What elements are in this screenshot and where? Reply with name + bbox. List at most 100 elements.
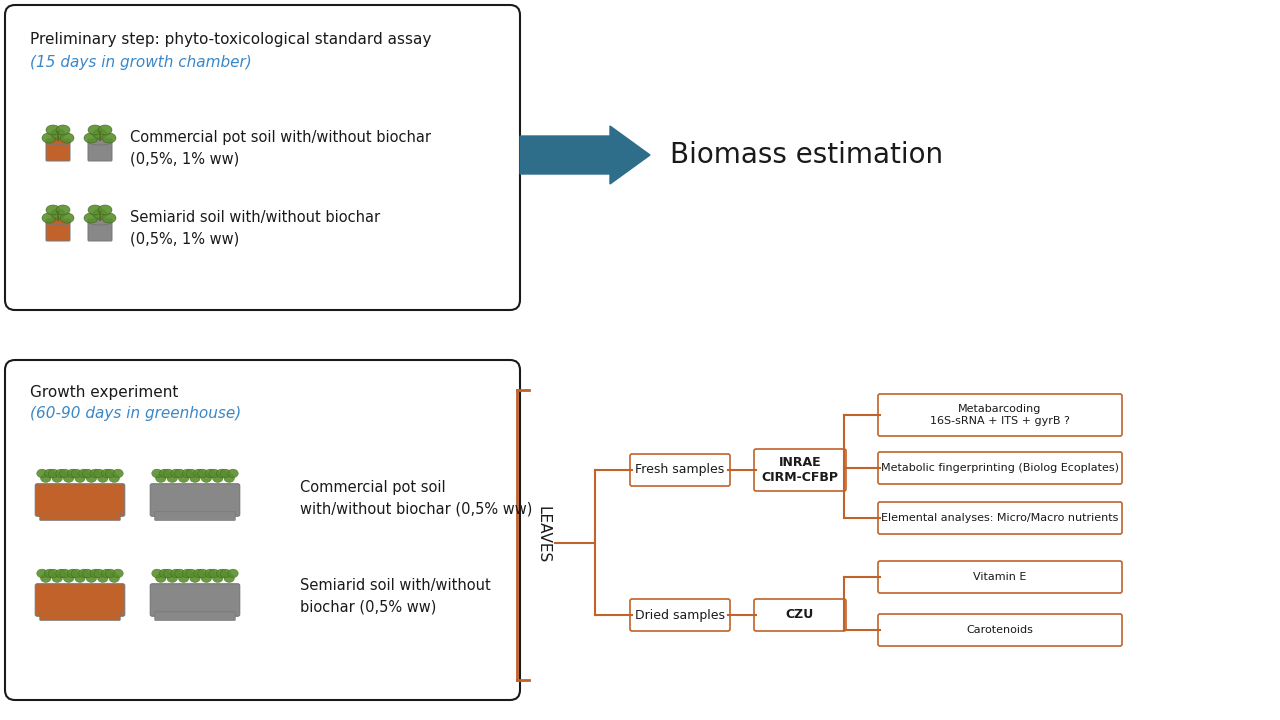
Ellipse shape <box>182 569 192 577</box>
Text: (15 days in growth chamber): (15 days in growth chamber) <box>29 55 252 70</box>
FancyBboxPatch shape <box>155 512 236 521</box>
Ellipse shape <box>56 205 70 215</box>
Ellipse shape <box>212 574 223 582</box>
Ellipse shape <box>51 209 65 219</box>
Ellipse shape <box>209 569 219 577</box>
Ellipse shape <box>205 469 215 477</box>
Ellipse shape <box>37 469 47 477</box>
Ellipse shape <box>163 569 174 577</box>
Ellipse shape <box>60 133 74 143</box>
Ellipse shape <box>189 474 200 482</box>
Ellipse shape <box>90 569 100 577</box>
Ellipse shape <box>84 133 99 143</box>
Ellipse shape <box>197 569 207 577</box>
Text: Metabolic fingerprinting (Biolog Ecoplates): Metabolic fingerprinting (Biolog Ecoplat… <box>881 463 1119 473</box>
Text: Preliminary step: phyto-toxicological standard assay: Preliminary step: phyto-toxicological st… <box>29 32 431 47</box>
Ellipse shape <box>197 469 207 477</box>
Ellipse shape <box>224 474 234 482</box>
Ellipse shape <box>46 205 60 215</box>
Ellipse shape <box>37 569 47 577</box>
Ellipse shape <box>70 569 82 577</box>
FancyBboxPatch shape <box>630 454 730 486</box>
Ellipse shape <box>86 574 96 582</box>
Ellipse shape <box>56 125 70 135</box>
Ellipse shape <box>178 474 189 482</box>
Ellipse shape <box>220 569 230 577</box>
Ellipse shape <box>152 569 163 577</box>
Ellipse shape <box>170 569 182 577</box>
Ellipse shape <box>166 474 178 482</box>
Ellipse shape <box>49 469 59 477</box>
FancyBboxPatch shape <box>5 5 520 310</box>
Ellipse shape <box>93 129 108 139</box>
Ellipse shape <box>228 569 238 577</box>
Ellipse shape <box>45 469 55 477</box>
FancyBboxPatch shape <box>155 612 236 621</box>
FancyArrow shape <box>520 126 650 184</box>
Text: (0,5%, 1% ww): (0,5%, 1% ww) <box>131 151 239 166</box>
Ellipse shape <box>56 569 67 577</box>
FancyBboxPatch shape <box>878 394 1123 436</box>
Ellipse shape <box>186 469 196 477</box>
Ellipse shape <box>41 574 51 582</box>
Text: Metabarcoding
16S-sRNA + ITS + gyrB ?: Metabarcoding 16S-sRNA + ITS + gyrB ? <box>931 404 1070 426</box>
Ellipse shape <box>216 569 227 577</box>
FancyBboxPatch shape <box>36 484 124 516</box>
FancyBboxPatch shape <box>88 219 113 241</box>
FancyBboxPatch shape <box>878 502 1123 534</box>
Ellipse shape <box>102 133 116 143</box>
Ellipse shape <box>205 569 215 577</box>
Text: LEAVES: LEAVES <box>535 506 550 564</box>
FancyBboxPatch shape <box>754 449 846 491</box>
Ellipse shape <box>170 469 182 477</box>
Ellipse shape <box>64 474 74 482</box>
Ellipse shape <box>60 213 74 223</box>
Text: Biomass estimation: Biomass estimation <box>669 141 943 169</box>
Ellipse shape <box>45 569 55 577</box>
Ellipse shape <box>93 569 104 577</box>
Ellipse shape <box>46 139 70 145</box>
FancyBboxPatch shape <box>878 452 1123 484</box>
Text: Elemental analyses: Micro/Macro nutrients: Elemental analyses: Micro/Macro nutrient… <box>882 513 1119 523</box>
FancyBboxPatch shape <box>36 584 124 616</box>
Ellipse shape <box>64 574 74 582</box>
FancyBboxPatch shape <box>40 612 120 621</box>
Text: Carotenoids: Carotenoids <box>966 625 1033 635</box>
Ellipse shape <box>182 469 192 477</box>
Ellipse shape <box>156 574 166 582</box>
Ellipse shape <box>97 474 108 482</box>
Ellipse shape <box>178 574 189 582</box>
Ellipse shape <box>74 474 86 482</box>
FancyBboxPatch shape <box>878 614 1123 646</box>
Ellipse shape <box>109 574 119 582</box>
Ellipse shape <box>113 569 123 577</box>
Ellipse shape <box>186 569 196 577</box>
Ellipse shape <box>193 569 204 577</box>
Ellipse shape <box>99 125 113 135</box>
FancyBboxPatch shape <box>46 219 70 241</box>
Ellipse shape <box>174 569 186 577</box>
FancyBboxPatch shape <box>88 139 113 161</box>
Ellipse shape <box>52 574 63 582</box>
Ellipse shape <box>70 469 82 477</box>
Ellipse shape <box>156 474 166 482</box>
Text: with/without biochar (0,5% ww): with/without biochar (0,5% ww) <box>300 501 532 516</box>
Ellipse shape <box>42 133 56 143</box>
Ellipse shape <box>41 474 51 482</box>
Ellipse shape <box>86 474 96 482</box>
Ellipse shape <box>201 474 211 482</box>
Ellipse shape <box>46 219 70 225</box>
Ellipse shape <box>88 125 102 135</box>
Text: CZU: CZU <box>786 608 814 621</box>
FancyBboxPatch shape <box>46 139 70 161</box>
FancyBboxPatch shape <box>150 484 239 516</box>
Ellipse shape <box>52 474 63 482</box>
Ellipse shape <box>105 569 115 577</box>
Ellipse shape <box>102 213 116 223</box>
Ellipse shape <box>88 219 113 225</box>
Ellipse shape <box>46 125 60 135</box>
Ellipse shape <box>78 569 90 577</box>
FancyBboxPatch shape <box>5 360 520 700</box>
Ellipse shape <box>84 213 99 223</box>
Ellipse shape <box>224 574 234 582</box>
